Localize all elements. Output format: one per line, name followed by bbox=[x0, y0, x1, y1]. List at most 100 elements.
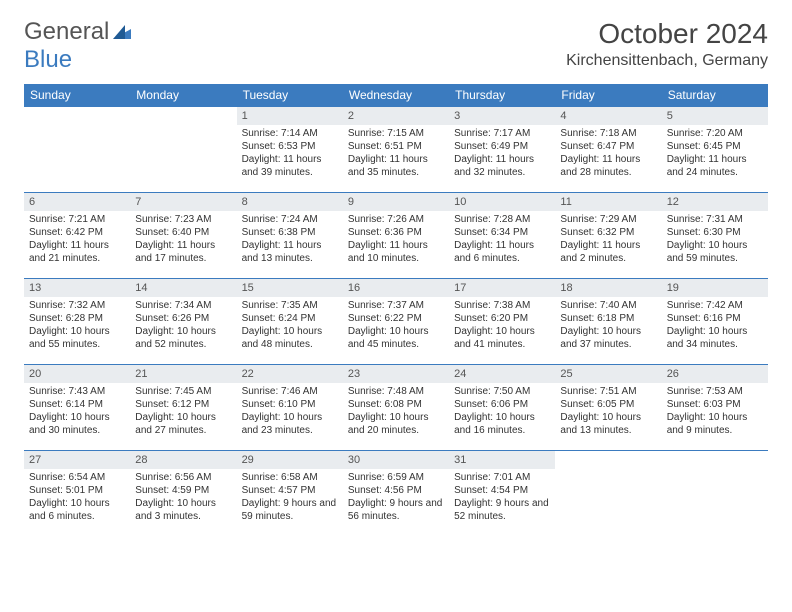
sunset-text: Sunset: 6:03 PM bbox=[667, 398, 763, 411]
sunrise-text: Sunrise: 7:20 AM bbox=[667, 127, 763, 140]
day-details: Sunrise: 7:35 AMSunset: 6:24 PMDaylight:… bbox=[237, 297, 343, 355]
day-number: 24 bbox=[449, 365, 555, 383]
calendar-cell: 21Sunrise: 7:45 AMSunset: 6:12 PMDayligh… bbox=[130, 365, 236, 451]
day-details: Sunrise: 6:59 AMSunset: 4:56 PMDaylight:… bbox=[343, 469, 449, 527]
day-details: Sunrise: 7:21 AMSunset: 6:42 PMDaylight:… bbox=[24, 211, 130, 269]
sunrise-text: Sunrise: 7:53 AM bbox=[667, 385, 763, 398]
sunset-text: Sunset: 6:06 PM bbox=[454, 398, 550, 411]
calendar-cell: 23Sunrise: 7:48 AMSunset: 6:08 PMDayligh… bbox=[343, 365, 449, 451]
sunset-text: Sunset: 5:01 PM bbox=[29, 484, 125, 497]
sunrise-text: Sunrise: 7:40 AM bbox=[560, 299, 656, 312]
sunset-text: Sunset: 6:40 PM bbox=[135, 226, 231, 239]
calendar-cell: 26Sunrise: 7:53 AMSunset: 6:03 PMDayligh… bbox=[662, 365, 768, 451]
sunset-text: Sunset: 6:53 PM bbox=[242, 140, 338, 153]
daylight-text: Daylight: 10 hours and 52 minutes. bbox=[135, 325, 231, 351]
daylight-text: Daylight: 11 hours and 10 minutes. bbox=[348, 239, 444, 265]
daylight-text: Daylight: 9 hours and 52 minutes. bbox=[454, 497, 550, 523]
day-details: Sunrise: 7:51 AMSunset: 6:05 PMDaylight:… bbox=[555, 383, 661, 441]
daylight-text: Daylight: 10 hours and 41 minutes. bbox=[454, 325, 550, 351]
calendar-cell: 15Sunrise: 7:35 AMSunset: 6:24 PMDayligh… bbox=[237, 279, 343, 365]
day-details: Sunrise: 6:58 AMSunset: 4:57 PMDaylight:… bbox=[237, 469, 343, 527]
sunrise-text: Sunrise: 7:28 AM bbox=[454, 213, 550, 226]
logo-word2: Blue bbox=[24, 46, 72, 73]
day-details: Sunrise: 7:17 AMSunset: 6:49 PMDaylight:… bbox=[449, 125, 555, 183]
sunset-text: Sunset: 6:08 PM bbox=[348, 398, 444, 411]
weekday-header: Monday bbox=[130, 84, 236, 107]
calendar-cell: 29Sunrise: 6:58 AMSunset: 4:57 PMDayligh… bbox=[237, 451, 343, 537]
sunset-text: Sunset: 6:34 PM bbox=[454, 226, 550, 239]
day-number: 23 bbox=[343, 365, 449, 383]
daylight-text: Daylight: 10 hours and 16 minutes. bbox=[454, 411, 550, 437]
calendar-cell: 8Sunrise: 7:24 AMSunset: 6:38 PMDaylight… bbox=[237, 193, 343, 279]
logo-word1: General bbox=[24, 18, 109, 45]
daylight-text: Daylight: 10 hours and 48 minutes. bbox=[242, 325, 338, 351]
daylight-text: Daylight: 11 hours and 28 minutes. bbox=[560, 153, 656, 179]
daylight-text: Daylight: 11 hours and 17 minutes. bbox=[135, 239, 231, 265]
weekday-header: Thursday bbox=[449, 84, 555, 107]
calendar-cell: 27 Sunrise: 6:54 AMSunset: 5:01 PMDayligh… bbox=[24, 451, 130, 537]
sunrise-text: Sunrise: 7:31 AM bbox=[667, 213, 763, 226]
logo: GeneralBlue bbox=[24, 18, 131, 74]
sunrise-text: Sunrise: 6:54 AM bbox=[29, 471, 125, 484]
day-number: 26 bbox=[662, 365, 768, 383]
day-number: 11 bbox=[555, 193, 661, 211]
day-number: 29 bbox=[237, 451, 343, 469]
sunrise-text: Sunrise: 7:24 AM bbox=[242, 213, 338, 226]
day-number: 7 bbox=[130, 193, 236, 211]
daylight-text: Daylight: 10 hours and 30 minutes. bbox=[29, 411, 125, 437]
day-details: Sunrise: 7:48 AMSunset: 6:08 PMDaylight:… bbox=[343, 383, 449, 441]
daylight-text: Daylight: 10 hours and 23 minutes. bbox=[242, 411, 338, 437]
sunset-text: Sunset: 4:57 PM bbox=[242, 484, 338, 497]
day-number: 30 bbox=[343, 451, 449, 469]
sunset-text: Sunset: 6:18 PM bbox=[560, 312, 656, 325]
daylight-text: Daylight: 11 hours and 35 minutes. bbox=[348, 153, 444, 179]
sunset-text: Sunset: 6:24 PM bbox=[242, 312, 338, 325]
day-number: 20 bbox=[24, 365, 130, 383]
weekday-header: Saturday bbox=[662, 84, 768, 107]
sunset-text: Sunset: 6:05 PM bbox=[560, 398, 656, 411]
sunset-text: Sunset: 6:45 PM bbox=[667, 140, 763, 153]
day-details: Sunrise: 7:45 AMSunset: 6:12 PMDaylight:… bbox=[130, 383, 236, 441]
sunrise-text: Sunrise: 7:35 AM bbox=[242, 299, 338, 312]
day-details: Sunrise: 7:43 AMSunset: 6:14 PMDaylight:… bbox=[24, 383, 130, 441]
day-details: Sunrise: 7:34 AMSunset: 6:26 PMDaylight:… bbox=[130, 297, 236, 355]
daylight-text: Daylight: 10 hours and 34 minutes. bbox=[667, 325, 763, 351]
daylight-text: Daylight: 10 hours and 6 minutes. bbox=[29, 497, 125, 523]
logo-icon bbox=[111, 18, 131, 45]
sunrise-text: Sunrise: 7:38 AM bbox=[454, 299, 550, 312]
day-number: 19 bbox=[662, 279, 768, 297]
sunset-text: Sunset: 6:36 PM bbox=[348, 226, 444, 239]
day-number: 12 bbox=[662, 193, 768, 211]
location: Kirchensittenbach, Germany bbox=[566, 52, 768, 70]
sunrise-text: Sunrise: 7:50 AM bbox=[454, 385, 550, 398]
sunrise-text: Sunrise: 7:29 AM bbox=[560, 213, 656, 226]
calendar-cell bbox=[662, 451, 768, 537]
sunrise-text: Sunrise: 7:43 AM bbox=[29, 385, 125, 398]
calendar-cell: 14Sunrise: 7:34 AMSunset: 6:26 PMDayligh… bbox=[130, 279, 236, 365]
sunset-text: Sunset: 6:51 PM bbox=[348, 140, 444, 153]
sunset-text: Sunset: 6:42 PM bbox=[29, 226, 125, 239]
day-details: Sunrise: 7:15 AMSunset: 6:51 PMDaylight:… bbox=[343, 125, 449, 183]
day-number: 21 bbox=[130, 365, 236, 383]
sunrise-text: Sunrise: 7:34 AM bbox=[135, 299, 231, 312]
daylight-text: Daylight: 10 hours and 13 minutes. bbox=[560, 411, 656, 437]
sunset-text: Sunset: 6:30 PM bbox=[667, 226, 763, 239]
sunset-text: Sunset: 6:16 PM bbox=[667, 312, 763, 325]
day-details: Sunrise: 7:14 AMSunset: 6:53 PMDaylight:… bbox=[237, 125, 343, 183]
sunrise-text: Sunrise: 7:26 AM bbox=[348, 213, 444, 226]
daylight-text: Daylight: 11 hours and 21 minutes. bbox=[29, 239, 125, 265]
daylight-text: Daylight: 11 hours and 13 minutes. bbox=[242, 239, 338, 265]
sunset-text: Sunset: 6:28 PM bbox=[29, 312, 125, 325]
day-number: 27 bbox=[24, 451, 130, 469]
daylight-text: Daylight: 10 hours and 20 minutes. bbox=[348, 411, 444, 437]
calendar-table: SundayMondayTuesdayWednesdayThursdayFrid… bbox=[24, 84, 768, 537]
calendar-cell bbox=[555, 451, 661, 537]
day-number: 14 bbox=[130, 279, 236, 297]
calendar-cell: 28Sunrise: 6:56 AMSunset: 4:59 PMDayligh… bbox=[130, 451, 236, 537]
day-number: 13 bbox=[24, 279, 130, 297]
day-number: 3 bbox=[449, 107, 555, 125]
calendar-cell: 18Sunrise: 7:40 AMSunset: 6:18 PMDayligh… bbox=[555, 279, 661, 365]
sunrise-text: Sunrise: 7:17 AM bbox=[454, 127, 550, 140]
daylight-text: Daylight: 10 hours and 45 minutes. bbox=[348, 325, 444, 351]
calendar-cell: 12Sunrise: 7:31 AMSunset: 6:30 PMDayligh… bbox=[662, 193, 768, 279]
